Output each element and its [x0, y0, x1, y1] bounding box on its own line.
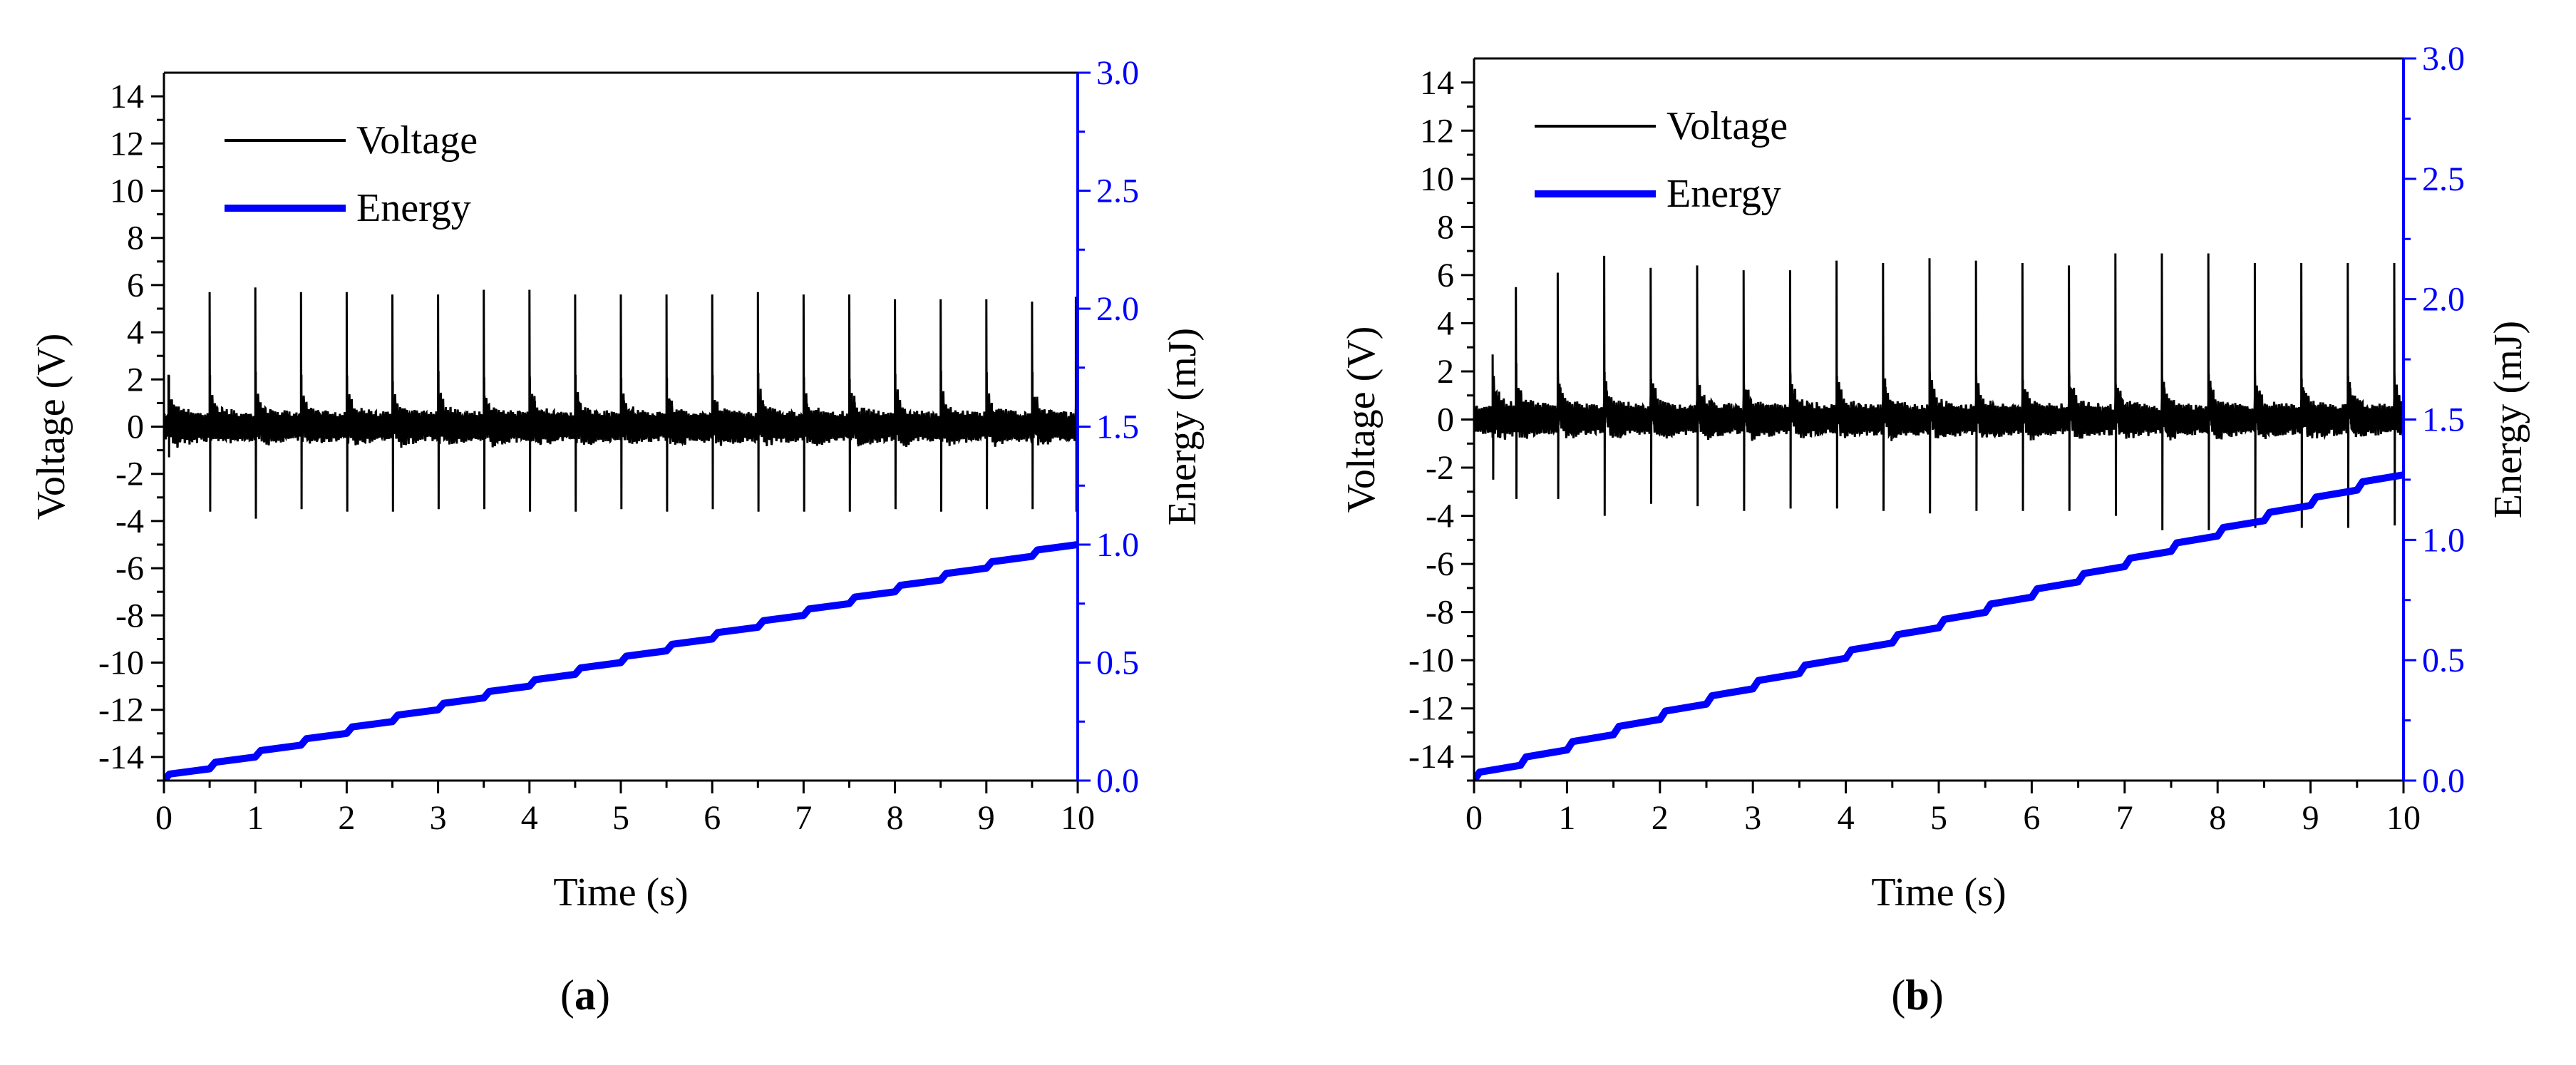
- y-tick-label: -4: [1426, 498, 1454, 535]
- panel-label: (b): [1891, 972, 1943, 1019]
- x-tick-label: 8: [887, 799, 904, 837]
- x-tick-label: 4: [521, 799, 538, 837]
- x-axis-title: Time (s): [1871, 870, 2006, 915]
- y-tick-label: 2: [127, 361, 144, 398]
- y-axis-title: Voltage (V): [1339, 326, 1384, 513]
- y-tick-label: -10: [1408, 642, 1454, 679]
- y2-tick-label: 2.5: [1096, 173, 1139, 210]
- y-tick-label: -6: [115, 550, 144, 587]
- x-tick-label: 5: [612, 799, 629, 837]
- y2-tick-label: 1.0: [1096, 526, 1139, 564]
- y-tick-label: 12: [110, 125, 144, 163]
- legend-energy-label: Energy: [1666, 172, 1781, 216]
- y-tick-label: -8: [115, 597, 144, 634]
- y-tick-label: -14: [1408, 738, 1454, 776]
- x-tick-label: 10: [2386, 799, 2421, 837]
- y-axis-title: Voltage (V): [29, 334, 73, 520]
- x-tick-label: 6: [704, 799, 721, 837]
- x-axis-title: Time (s): [553, 870, 688, 915]
- x-tick-label: 9: [2302, 799, 2319, 837]
- panel-a: 0 1 2 3 4 5 6 7 8 9 1014121086420-2-4-6-8-10-12-14…: [29, 54, 1205, 1019]
- energy-series-line: [1474, 471, 2404, 781]
- x-tick-label: 10: [1061, 799, 1095, 837]
- x-tick-label: 4: [1838, 799, 1855, 837]
- x-tick-label: 0: [1465, 799, 1483, 837]
- y-tick-label: -14: [98, 739, 144, 776]
- y2-axis-title: Energy (mJ): [2486, 321, 2530, 518]
- y-tick-label: 8: [127, 220, 144, 257]
- y-tick-label: 14: [110, 78, 144, 115]
- x-tick-label: 3: [430, 799, 447, 837]
- y-tick-label: 4: [1437, 304, 1454, 342]
- x-tick-label: 2: [338, 799, 355, 837]
- y-tick-label: 10: [110, 173, 144, 210]
- voltage-series-line: [164, 287, 1078, 519]
- y2-tick-label: 2.5: [2422, 160, 2465, 198]
- x-tick-label: 1: [247, 799, 264, 837]
- legend-voltage-label: Voltage: [1666, 104, 1788, 148]
- y-tick-label: 0: [1437, 401, 1454, 439]
- x-tick-label: 1: [1558, 799, 1575, 837]
- y-tick-label: 8: [1437, 208, 1454, 246]
- x-tick-label: 9: [978, 799, 995, 837]
- y-tick-label: 10: [1420, 160, 1454, 198]
- y2-tick-label: 1.5: [1096, 408, 1139, 446]
- y-tick-label: -12: [98, 691, 144, 729]
- voltage-series-line: [1474, 253, 2404, 530]
- y2-tick-label: 0.0: [2422, 762, 2465, 800]
- y-tick-label: 6: [1437, 257, 1454, 294]
- panel-b: 0 1 2 3 4 5 6 7 8 9 1014121086420-2-4-6-8-10-12-14…: [1339, 40, 2530, 1019]
- x-tick-label: 8: [2209, 799, 2226, 837]
- y2-tick-label: 0.5: [1096, 644, 1139, 682]
- y-tick-label: -12: [1408, 690, 1454, 728]
- y2-tick-label: 2.0: [1096, 290, 1139, 328]
- energy-series-line: [164, 541, 1078, 781]
- y2-tick-label: 2.0: [2422, 281, 2465, 319]
- y2-tick-label: 3.0: [1096, 54, 1139, 92]
- x-tick-label: 3: [1744, 799, 1761, 837]
- legend-voltage-label: Voltage: [356, 118, 478, 163]
- x-tick-label: 5: [1930, 799, 1947, 837]
- x-tick-label: 0: [155, 799, 172, 837]
- panel-label: (a): [560, 972, 610, 1019]
- y-tick-label: -6: [1426, 545, 1454, 583]
- y-tick-label: -8: [1426, 594, 1454, 632]
- y2-tick-label: 1.5: [2422, 401, 2465, 439]
- y-tick-label: -10: [98, 644, 144, 682]
- y-tick-label: -2: [1426, 449, 1454, 487]
- y-tick-label: 4: [127, 314, 144, 351]
- y2-axis-title: Energy (mJ): [1160, 328, 1205, 525]
- y-tick-label: -2: [115, 456, 144, 493]
- x-tick-label: 2: [1652, 799, 1669, 837]
- y-tick-label: 2: [1437, 353, 1454, 391]
- legend-energy-label: Energy: [356, 186, 471, 230]
- y-tick-label: 14: [1420, 64, 1454, 102]
- y-tick-label: 12: [1420, 112, 1454, 150]
- y-tick-label: 0: [127, 408, 144, 446]
- x-tick-label: 7: [795, 799, 812, 837]
- y-tick-label: -4: [115, 503, 144, 540]
- y-tick-label: 6: [127, 267, 144, 304]
- y2-tick-label: 3.0: [2422, 40, 2465, 78]
- y2-tick-label: 0.0: [1096, 762, 1139, 800]
- y2-tick-label: 0.5: [2422, 642, 2465, 679]
- x-tick-label: 6: [2023, 799, 2040, 837]
- y2-tick-label: 1.0: [2422, 521, 2465, 559]
- x-tick-label: 7: [2116, 799, 2133, 837]
